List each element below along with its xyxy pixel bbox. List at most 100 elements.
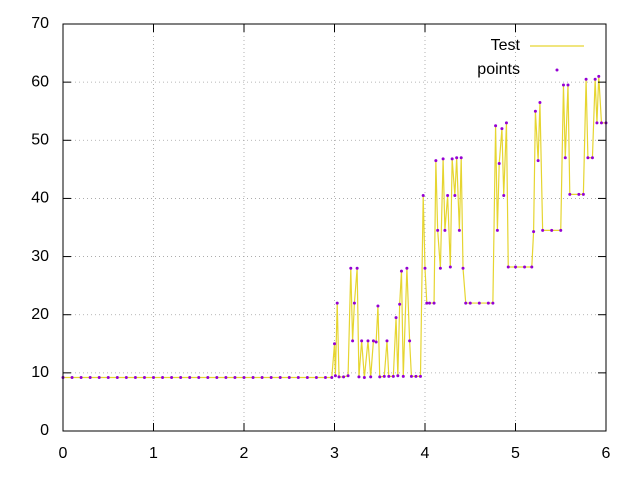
data-point	[491, 301, 495, 305]
data-point	[409, 374, 413, 378]
data-point	[355, 266, 359, 270]
data-point	[251, 376, 255, 380]
data-point	[436, 228, 440, 232]
data-point	[530, 265, 534, 269]
data-point	[428, 301, 432, 305]
series-line	[63, 76, 606, 379]
data-point	[495, 228, 499, 232]
data-point	[443, 228, 447, 232]
data-point	[314, 376, 318, 380]
data-point	[335, 301, 339, 305]
data-point	[382, 374, 386, 378]
data-point	[371, 339, 375, 343]
data-point	[278, 376, 282, 380]
data-point	[434, 159, 438, 163]
data-point	[142, 376, 146, 380]
data-point	[179, 376, 183, 380]
data-point	[563, 156, 567, 160]
data-point	[405, 266, 409, 270]
x-tick-label: 1	[149, 445, 158, 462]
data-point	[206, 376, 210, 380]
data-point	[453, 194, 457, 198]
data-point	[346, 374, 350, 378]
data-point	[459, 156, 463, 160]
data-point	[577, 192, 581, 196]
data-point	[269, 376, 273, 380]
data-point	[586, 156, 590, 160]
data-point	[287, 376, 291, 380]
data-point	[224, 376, 228, 380]
data-point	[500, 127, 504, 131]
data-point	[161, 376, 165, 380]
x-tick-label: 0	[59, 445, 68, 462]
data-point	[394, 316, 398, 320]
data-point	[438, 266, 442, 270]
data-point	[421, 194, 425, 198]
y-tick-label: 0	[40, 422, 49, 439]
data-point	[450, 157, 454, 161]
data-point	[494, 124, 498, 128]
data-point	[486, 301, 490, 305]
data-point	[432, 301, 436, 305]
data-point	[399, 269, 403, 273]
data-point	[538, 100, 542, 104]
data-point	[115, 376, 119, 380]
data-point	[188, 376, 192, 380]
data-point	[514, 265, 517, 269]
data-point	[497, 162, 501, 166]
data-point	[401, 374, 405, 378]
data-point	[305, 376, 309, 380]
data-point	[333, 342, 336, 346]
data-point	[425, 301, 429, 305]
data-point	[215, 376, 219, 380]
data-point	[441, 157, 445, 161]
y-tick-label: 20	[31, 306, 49, 323]
data-point	[477, 301, 481, 305]
data-point	[260, 376, 264, 380]
data-point	[374, 340, 378, 344]
data-point	[351, 339, 355, 343]
data-point	[541, 228, 545, 232]
grid	[62, 23, 607, 432]
data-point	[448, 265, 452, 269]
data-point	[349, 266, 353, 270]
ticks: 0 10 20 30 40 50 60 70 0 1 2 3 4 5 6	[31, 15, 610, 462]
data-point	[455, 156, 459, 160]
data-point	[378, 375, 382, 379]
data-point	[369, 375, 373, 379]
data-point	[584, 77, 588, 81]
y-tick-label: 50	[31, 132, 49, 149]
x-tick-label: 4	[421, 445, 430, 462]
data-point	[133, 376, 137, 380]
data-point	[590, 156, 594, 160]
data-point	[446, 194, 450, 198]
data-point	[330, 376, 334, 380]
data-point	[352, 301, 356, 305]
data-point	[599, 121, 603, 125]
data-point	[506, 265, 510, 269]
data-point	[457, 228, 461, 232]
data-point	[360, 339, 364, 343]
data-point	[504, 121, 508, 125]
data-point	[376, 304, 380, 308]
data-point	[152, 376, 155, 380]
data-point	[242, 376, 246, 380]
data-point	[559, 228, 563, 232]
data-point	[595, 121, 599, 125]
data-point	[593, 77, 597, 81]
x-tick-label: 3	[330, 445, 339, 462]
legend-swatch	[555, 68, 559, 72]
x-tick-label: 2	[240, 445, 249, 462]
data-point	[385, 339, 389, 343]
data-point	[70, 376, 74, 380]
data-point	[597, 74, 601, 78]
data-point	[342, 375, 346, 379]
data-point	[468, 301, 472, 305]
data-point	[391, 374, 395, 378]
data-point	[323, 376, 327, 380]
data-point	[532, 230, 536, 234]
y-tick-label: 40	[31, 190, 49, 207]
legend: Test points	[477, 37, 584, 78]
data-point	[170, 376, 174, 380]
